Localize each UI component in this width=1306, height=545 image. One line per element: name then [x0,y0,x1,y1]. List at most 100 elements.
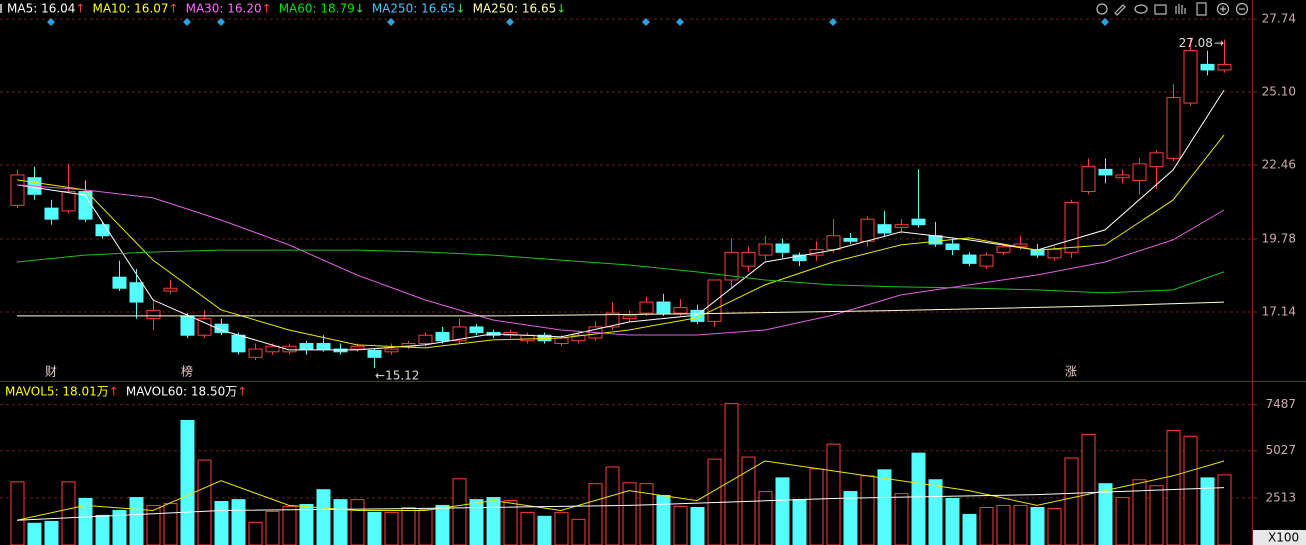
volume-bar [979,507,994,545]
settings-button[interactable] [1096,3,1108,15]
candle-body [469,326,484,333]
candle-body [979,254,994,267]
event-marker [642,18,650,26]
zoom-out-button[interactable] [1235,2,1249,16]
volume-bar [775,477,790,545]
event-marker [506,18,514,26]
volume-bar [1047,507,1062,545]
candle-body [452,326,467,342]
candle-body [911,218,926,226]
volume-bar [1064,457,1079,545]
event-marker [217,18,225,26]
legend-label: MA10: 16.07 [92,2,168,16]
legend-arrow: ↑ [109,385,119,399]
y-tick-label: 2513 [1265,490,1296,504]
max-label: 27.08 [1179,36,1213,50]
candle-body [962,254,977,264]
candle-body [1115,174,1130,179]
volume-bar [1132,479,1147,545]
zoom-in-button[interactable] [1216,2,1230,16]
volume-bar [877,469,892,545]
candle-body [571,334,586,342]
volume-bar [435,504,450,545]
volume-bar [1115,497,1130,545]
candle-body [605,312,620,328]
y-tick-label: 27.74 [1262,12,1296,26]
volume-bar [588,483,603,545]
volume-bar [95,514,110,545]
candle-body [435,331,450,342]
legend-arrow: ↑ [169,2,179,16]
legend-arrow: ↑ [262,2,272,16]
volume-bar [809,468,824,545]
volume-bar [265,510,280,545]
volume-bar [571,518,586,545]
volume-bar [1183,435,1198,545]
volume-bar [384,511,399,545]
candle-body [1098,168,1113,176]
draw-button[interactable] [1114,4,1126,16]
volume-bar [452,478,467,545]
legend-arrow: ↑ [75,2,85,16]
event-marker [829,18,837,26]
zoom-in-icon [1220,6,1226,12]
event-marker [47,18,55,26]
candle-body [1132,163,1147,181]
volume-bar [1013,504,1028,545]
candle-body [996,246,1011,253]
volume-bar [197,459,212,545]
candle-body [1200,63,1215,71]
event-marker [1101,18,1109,26]
ma-line [16,487,1225,521]
volume-bar [316,489,331,545]
copy-button[interactable] [1196,2,1207,16]
candle-body [622,315,637,320]
hand-button[interactable] [1175,4,1186,14]
candle-body [163,287,178,292]
legend-label: MA250: 16.65 [372,2,456,16]
legend-arrow: ↑ [237,385,247,399]
legend-label: MAVOL60: 18.50万 [126,385,237,399]
event-marker [387,18,395,26]
volume-bar [10,481,25,545]
candle-body [792,254,807,262]
candle-body [1166,97,1181,159]
event-label: 财 [45,365,57,379]
volume-bar [61,481,76,545]
y-tick-label: 22.46 [1262,157,1296,171]
max-arrow: → [1214,36,1224,50]
candle-body [1081,166,1096,193]
candle-body [945,243,960,251]
volume-bar [469,499,484,545]
volume-bar [945,498,960,545]
volume-bar [554,511,569,545]
candle-body [367,349,382,358]
volume-bar [826,443,841,545]
volume-bar [758,491,773,545]
unit-box [1253,530,1306,545]
y-tick-label: 7487 [1265,397,1296,411]
view-button[interactable] [1134,4,1148,14]
volume-bar [333,499,348,545]
candle-body [384,348,399,353]
volume-bar [622,482,637,545]
volume-bar [1030,507,1045,545]
candle-body [1217,63,1232,71]
volume-bar [418,508,433,545]
volume-bar [690,507,705,545]
menu-icon[interactable] [0,4,2,13]
event-label: 涨 [1065,364,1077,379]
volume-bar [214,501,229,545]
volume-bar [112,510,127,545]
ma-line [17,301,1225,317]
candle-body [554,337,569,345]
store-button[interactable] [1154,4,1167,15]
volume-bar [520,511,535,545]
volume-bar [350,499,365,545]
event-marker [676,18,684,26]
legend-arrow: ↓ [456,2,466,16]
volume-bar [146,505,161,545]
volume-bar [248,521,263,545]
